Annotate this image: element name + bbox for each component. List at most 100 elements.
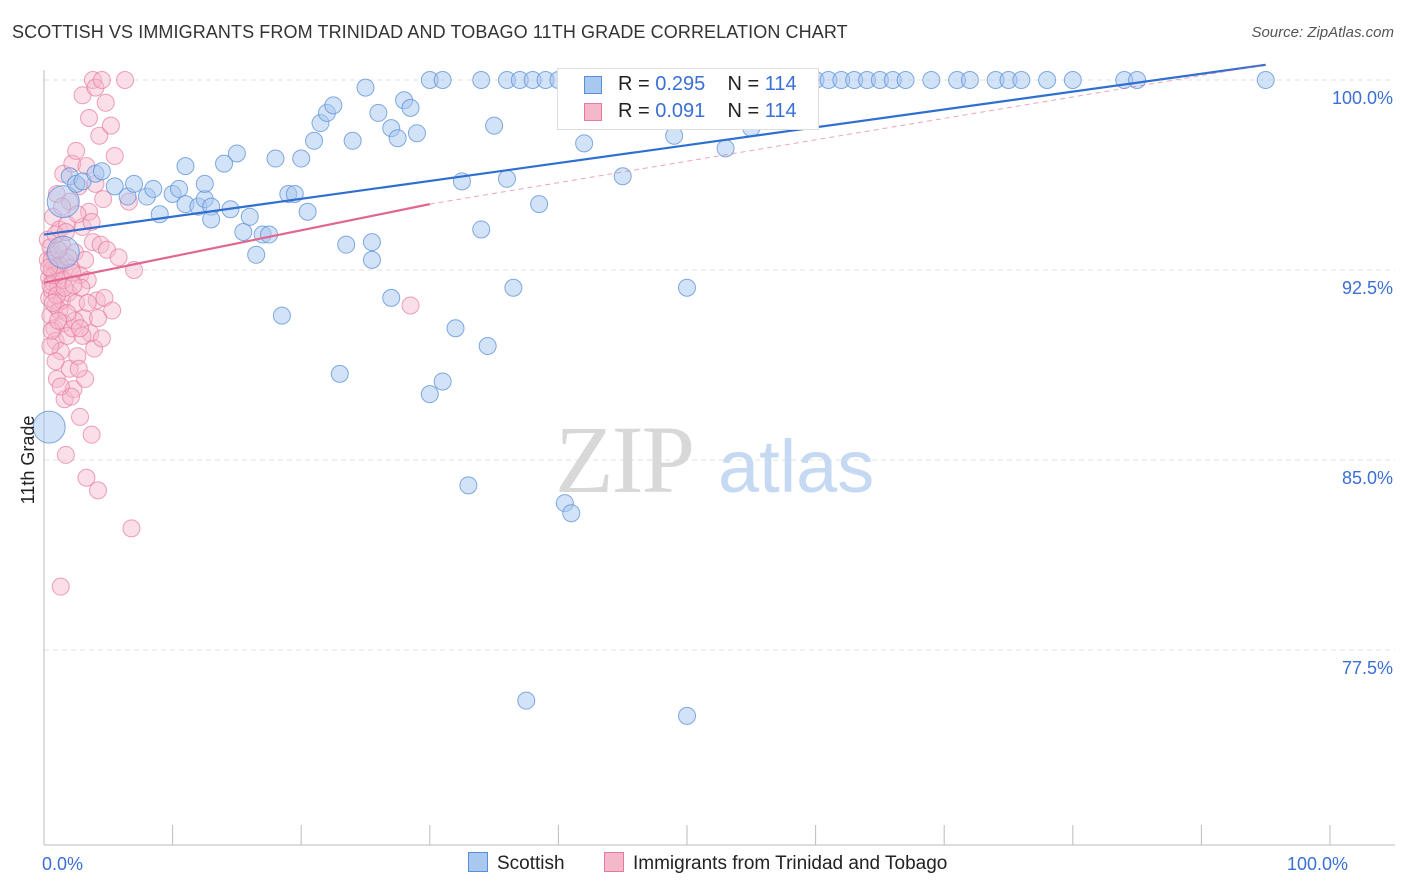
legend-n-value: 114 (764, 73, 797, 95)
data-point-scottish (1128, 71, 1147, 89)
bottom-legend-trinidad: Immigrants from Trinidad and Tobago (604, 852, 947, 875)
data-point-scottish (247, 245, 266, 264)
y-tick-label: 100.0% (1332, 88, 1393, 108)
y-tick-label: 92.5% (1342, 278, 1393, 298)
data-point-trinidad (80, 109, 99, 127)
data-point-scottish (202, 210, 221, 229)
data-point-scottish (678, 706, 696, 725)
data-point-scottish (227, 144, 246, 163)
data-point-scottish (433, 71, 452, 89)
data-point-scottish (176, 157, 195, 176)
data-point-trinidad (46, 352, 65, 371)
legend-swatch-blue (468, 852, 488, 872)
data-point-trinidad (86, 78, 105, 97)
data-point-trinidad (82, 212, 101, 231)
data-point-scottish (46, 185, 80, 219)
data-point-trinidad (80, 202, 99, 221)
data-point-scottish (613, 167, 632, 186)
stats-legend: R = 0.295 N = 114 R = 0.091 N = 114 (557, 68, 819, 130)
data-point-scottish (330, 364, 349, 383)
legend-swatch-blue (584, 76, 602, 94)
data-point-trinidad (92, 71, 111, 89)
data-point-scottish (459, 476, 478, 495)
data-point-trinidad (101, 116, 120, 135)
x-tick-label: 0.0% (42, 854, 83, 874)
data-point-scottish (92, 162, 111, 181)
data-point-scottish (922, 71, 941, 89)
data-point-scottish (562, 504, 581, 523)
data-point-trinidad (109, 248, 128, 267)
data-point-scottish (896, 71, 915, 89)
data-point-trinidad (67, 141, 86, 160)
data-point-trinidad (64, 276, 83, 295)
data-point-scottish (324, 96, 343, 115)
data-point-trinidad (71, 319, 90, 338)
trendline-trinidad (43, 203, 431, 284)
data-point-trinidad (78, 271, 97, 290)
data-point-trinidad (401, 296, 420, 315)
data-point-trinidad (94, 190, 113, 209)
x-tick-label: 100.0% (1287, 854, 1348, 874)
data-point-scottish (1256, 71, 1275, 89)
data-point-scottish (362, 250, 381, 269)
legend-n-label: N = (727, 73, 760, 95)
data-point-scottish (446, 319, 465, 338)
data-point-scottish (195, 174, 214, 193)
data-point-scottish (433, 372, 452, 391)
data-point-trinidad (105, 147, 124, 165)
data-point-trinidad (62, 387, 81, 406)
watermark-zip: ZIP (555, 406, 693, 513)
data-point-scottish (497, 169, 516, 188)
data-point-scottish (343, 131, 362, 150)
data-point-scottish (388, 129, 407, 148)
data-point-scottish (678, 278, 696, 297)
data-point-trinidad (51, 577, 70, 596)
data-point-trinidad (44, 293, 63, 312)
data-point-scottish (1063, 71, 1082, 89)
data-point-trinidad (77, 468, 96, 487)
data-point-scottish (215, 154, 234, 173)
data-point-scottish (420, 385, 439, 404)
data-point-trinidad (41, 337, 60, 355)
data-point-trinidad (78, 293, 97, 312)
data-point-scottish (144, 179, 163, 198)
data-point-scottish (382, 288, 401, 307)
legend-r-value: 0.091 (655, 100, 706, 122)
data-point-trinidad (82, 425, 101, 444)
data-point-trinidad (49, 311, 68, 330)
trendline-scottish (43, 63, 1266, 236)
data-point-scottish (575, 134, 594, 153)
data-point-scottish (401, 98, 420, 117)
axes (43, 70, 1395, 846)
data-point-trinidad (85, 339, 104, 358)
data-point-scottish (960, 71, 979, 89)
data-point-scottish (407, 124, 426, 143)
data-point-scottish (362, 233, 381, 252)
data-point-scottish (1012, 71, 1031, 89)
data-point-trinidad (89, 309, 108, 328)
data-point-scottish (240, 207, 259, 226)
data-point-scottish (32, 410, 66, 444)
data-point-scottish (478, 337, 497, 355)
data-point-scottish (305, 131, 324, 150)
data-point-trinidad (90, 126, 109, 145)
data-point-scottish (292, 149, 311, 168)
legend-n-label: N = (727, 100, 760, 122)
data-point-trinidad (51, 342, 70, 361)
legend-r-label: R = (618, 73, 650, 95)
data-point-trinidad (56, 445, 75, 464)
data-point-trinidad (76, 369, 95, 388)
data-point-trinidad (42, 321, 61, 340)
data-point-scottish (472, 71, 491, 89)
legend-swatch-pink (604, 852, 624, 872)
data-point-trinidad (89, 481, 108, 500)
data-point-scottish (1038, 71, 1057, 89)
data-point-scottish (234, 223, 253, 241)
chart-title: SCOTTISH VS IMMIGRANTS FROM TRINIDAD AND… (12, 22, 848, 42)
gridlines (44, 79, 1395, 651)
y-tick-label: 85.0% (1342, 468, 1393, 488)
watermark-atlas: atlas (718, 425, 874, 508)
data-point-trinidad (122, 519, 141, 538)
legend-label-scottish: Scottish (497, 853, 565, 874)
data-point-scottish (298, 202, 317, 221)
